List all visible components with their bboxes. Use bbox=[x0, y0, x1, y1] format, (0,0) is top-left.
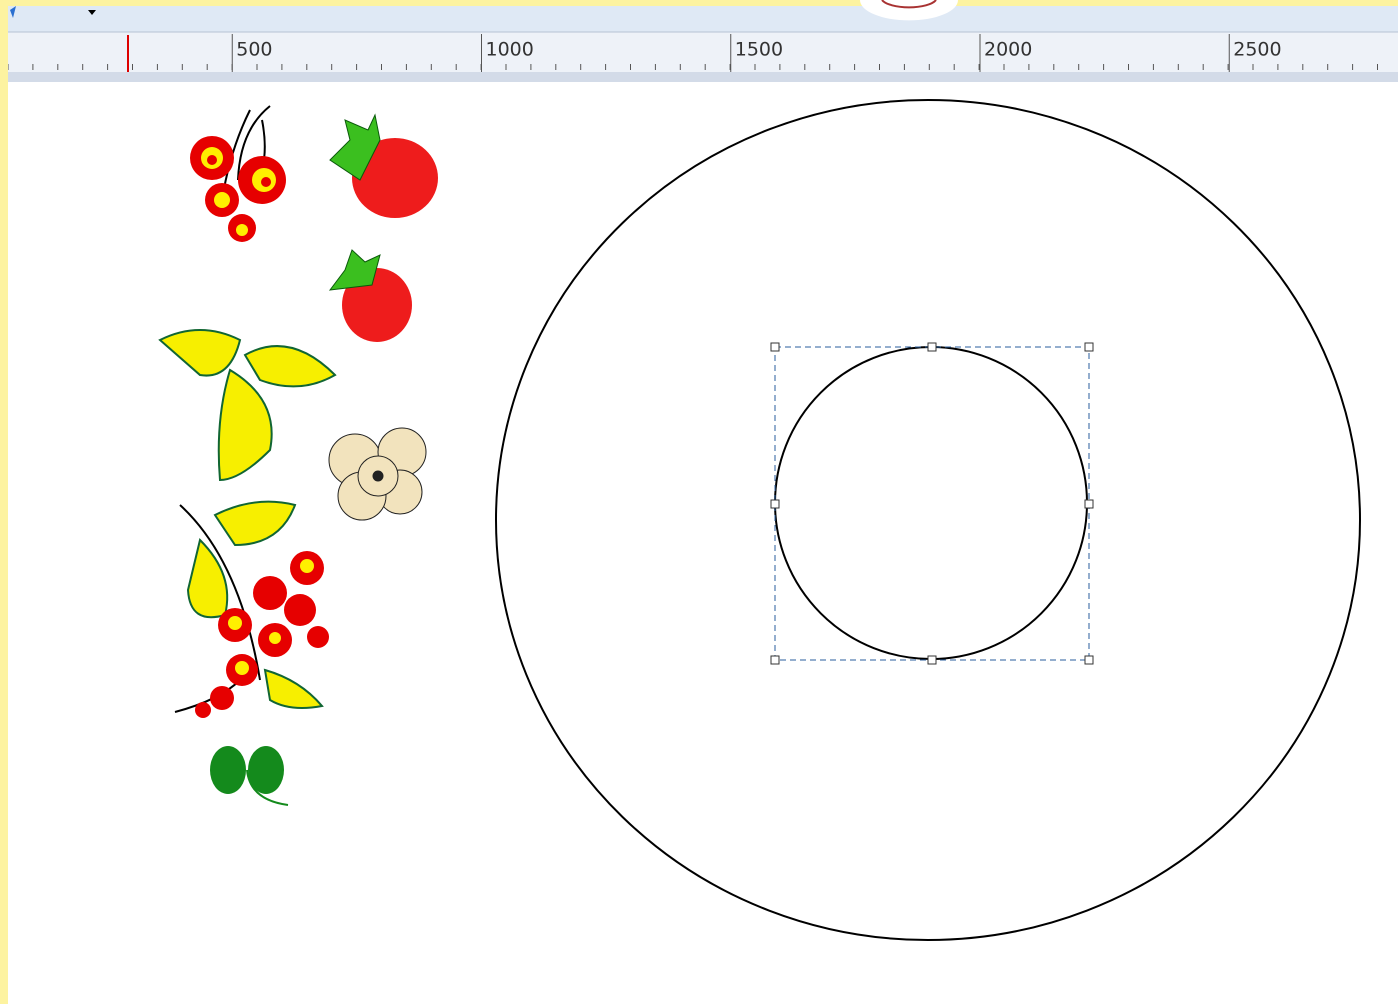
toolbar bbox=[8, 6, 1398, 32]
paint-window: 500 1000 1500 2000 2500 bbox=[0, 0, 1398, 1004]
ruler-label: 1500 bbox=[735, 39, 783, 61]
ruler-label: 1000 bbox=[486, 39, 534, 61]
ruler-label: 500 bbox=[236, 39, 272, 61]
ruler-label: 2000 bbox=[984, 39, 1032, 61]
canvas[interactable] bbox=[8, 82, 1398, 1004]
page: {"ruler": {"labels": [500, 1000, 1500, 2… bbox=[0, 0, 1398, 1004]
ruler bbox=[8, 32, 1398, 72]
ruler-label: 2500 bbox=[1233, 39, 1281, 61]
left-border bbox=[0, 0, 8, 1004]
ruler-shadow bbox=[8, 72, 1398, 82]
